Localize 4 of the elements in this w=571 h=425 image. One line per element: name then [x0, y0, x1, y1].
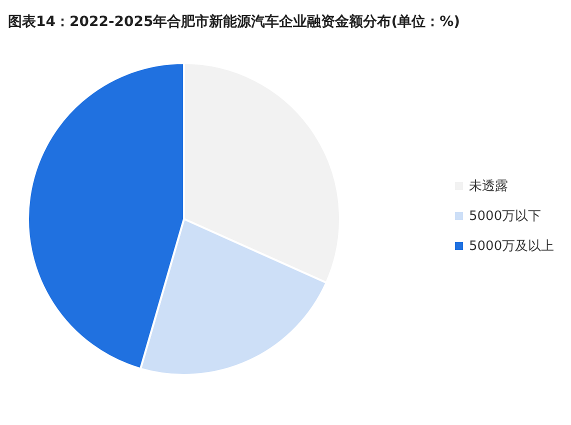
legend-label: 未透露 [469, 179, 508, 194]
legend-label: 5000万以下 [469, 209, 542, 224]
chart-title: 图表14：2022-2025年合肥市新能源汽车企业融资金额分布(单位：%) [8, 13, 460, 30]
legend-label: 5000万及以上 [469, 239, 554, 254]
